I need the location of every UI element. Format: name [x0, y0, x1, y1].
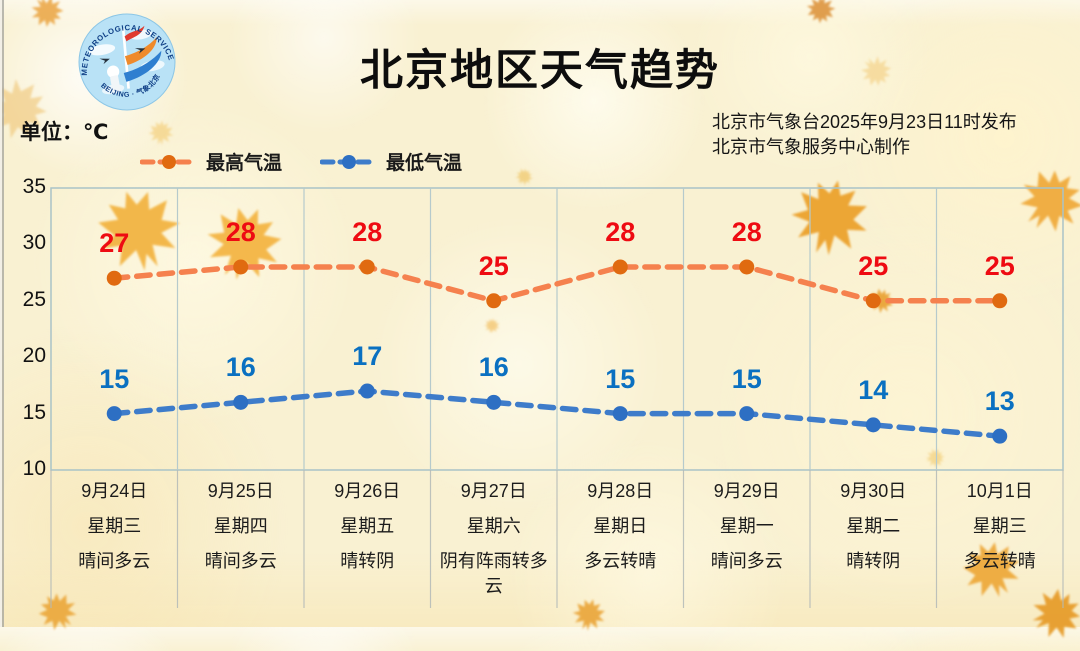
high-temp-marker — [359, 259, 375, 275]
low-temp-marker — [612, 406, 628, 422]
high-temp-marker — [612, 259, 628, 275]
legend-label-high-temp: 最高气温 — [206, 153, 283, 174]
issue-line-2: 北京市气象服务中心制作 — [712, 137, 910, 157]
low-temp-marker — [359, 383, 375, 399]
high-temp-marker — [486, 293, 502, 309]
legend-label-low-temp: 最低气温 — [386, 153, 463, 174]
legend-item-high-temp: 最高气温 — [140, 148, 282, 175]
issue-info: 北京市气象台2025年9月23日11时发布 北京市气象服务中心制作 — [712, 110, 1017, 160]
low-temp-marker — [739, 406, 755, 422]
legend-item-low-temp: 最低气温 — [320, 148, 462, 175]
legend: 最高气温 最低气温 — [140, 148, 462, 175]
low-temp-line-swatch-icon — [320, 154, 379, 169]
page-title: 北京地区天气趋势 — [360, 47, 720, 95]
agency-logo: METEOROLOGICAL SERVICE BEIJING · 气象北京 — [72, 13, 176, 111]
beijing-meteorological-service-logo-icon: METEOROLOGICAL SERVICE BEIJING · 气象北京 — [72, 13, 176, 111]
low-temp-marker — [106, 406, 122, 422]
low-temp-marker — [233, 394, 249, 410]
high-temp-line-swatch-icon — [140, 154, 198, 169]
low-temp-marker — [486, 394, 502, 410]
high-temp-marker — [992, 293, 1008, 309]
low-temp-marker — [865, 417, 881, 433]
low-temp-line — [111, 388, 1003, 439]
high-temp-marker — [233, 259, 249, 275]
high-temp-marker — [106, 270, 122, 286]
window-edge-highlight — [0, 0, 2, 627]
window-edge-line — [2, 0, 4, 627]
unit-label: 单位：℃ — [20, 121, 109, 144]
low-temp-marker — [992, 428, 1008, 444]
high-temp-marker — [739, 259, 755, 275]
high-temp-marker — [865, 293, 881, 309]
issue-line-1: 北京市气象台2025年9月23日11时发布 — [712, 112, 1017, 132]
